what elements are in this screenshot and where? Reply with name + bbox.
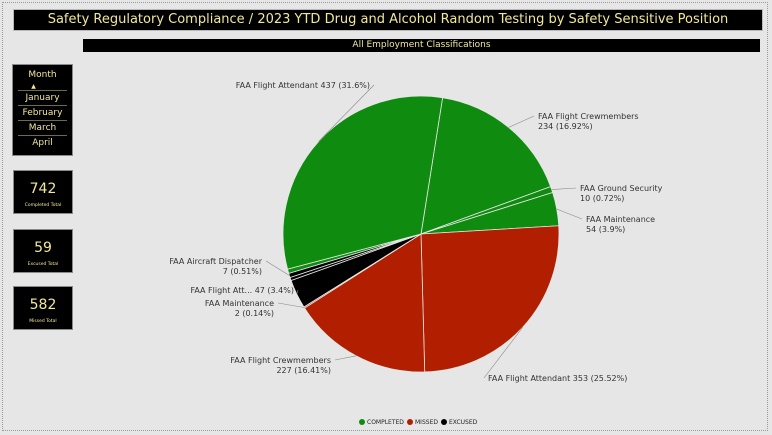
legend-marker-completed[interactable] <box>359 419 365 425</box>
leader-line <box>318 84 375 142</box>
slice-label-value: 2 (0.14%) <box>235 309 274 318</box>
slice-label: FAA Maintenance <box>205 299 274 308</box>
leader-line <box>277 302 305 308</box>
pie-slices <box>282 95 560 373</box>
slice-label: FAA Flight Attendant 353 (25.52%) <box>488 374 627 383</box>
slice-label: FAA Flight Crewmembers <box>230 356 331 365</box>
slice-label: FAA Ground Security <box>580 184 663 193</box>
kpi-value-completed: 742 <box>29 181 57 197</box>
kpi-label-completed: Completed Total <box>24 203 62 208</box>
month-item-march[interactable]: March <box>18 120 67 135</box>
kpi-value-missed: 582 <box>29 297 57 313</box>
kpi-label-excused: Excused Total <box>27 262 59 267</box>
report-canvas <box>2 2 768 431</box>
pie-slice-missed-faa-flight-attendant[interactable] <box>420 225 560 373</box>
month-list: January February March April <box>18 90 67 150</box>
month-slicer-header[interactable]: Month <box>28 70 57 80</box>
legend-marker-missed[interactable] <box>407 419 413 425</box>
kpi-card-completed: 742 Completed Total <box>13 170 73 214</box>
legend-label-missed[interactable]: MISSED <box>415 419 438 426</box>
slice-label: FAA Flight Crewmembers <box>538 112 639 121</box>
slice-label-value: 54 (3.9%) <box>586 225 625 234</box>
kpi-label-missed: Missed Total <box>29 319 57 324</box>
slice-label-value: 234 (16.92%) <box>538 122 593 131</box>
chart-subtitle: All Employment Classifications <box>83 39 760 52</box>
kpi-card-excused: 59 Excused Total <box>13 229 73 273</box>
leader-line <box>551 187 577 190</box>
leader-line <box>556 208 583 220</box>
slice-label: FAA Flight Att... 47 (3.4%) <box>190 286 294 295</box>
slice-label-value: 10 (0.72%) <box>580 194 624 203</box>
slice-label: FAA Aircraft Dispatcher <box>169 257 262 266</box>
kpi-value-excused: 59 <box>34 240 52 256</box>
legend-label-excused[interactable]: EXCUSED <box>449 419 478 426</box>
pie-slice-missed-faa-flight-crewmembers[interactable] <box>303 233 426 373</box>
legend-marker-excused[interactable] <box>441 419 447 425</box>
pie-leader-lines <box>265 84 583 379</box>
pie-slice-completed-faa-flight-crewmembers[interactable] <box>420 97 552 235</box>
chart-legend: COMPLETED MISSED EXCUSED <box>359 419 478 426</box>
slice-label: FAA Maintenance <box>586 215 655 224</box>
month-item-february[interactable]: February <box>18 105 67 120</box>
leader-line <box>483 327 523 379</box>
month-slicer[interactable]: Month ▲ January February March April <box>12 64 73 156</box>
slice-label-value: 7 (0.51%) <box>223 267 262 276</box>
legend-label-completed[interactable]: COMPLETED <box>367 419 404 426</box>
page-title: Safety Regulatory Compliance / 2023 YTD … <box>13 9 763 31</box>
leader-line <box>508 115 535 128</box>
month-item-april[interactable]: April <box>18 135 67 150</box>
kpi-card-missed: 582 Missed Total <box>13 286 73 330</box>
sort-caret-icon[interactable]: ▲ <box>31 83 36 90</box>
leader-line <box>334 355 357 361</box>
slice-label-value: 227 (16.41%) <box>276 366 331 375</box>
leader-line <box>296 289 299 295</box>
month-item-january[interactable]: January <box>18 90 67 105</box>
slice-label: FAA Flight Attendant 437 (31.6%) <box>236 81 370 90</box>
leader-line <box>265 260 290 276</box>
